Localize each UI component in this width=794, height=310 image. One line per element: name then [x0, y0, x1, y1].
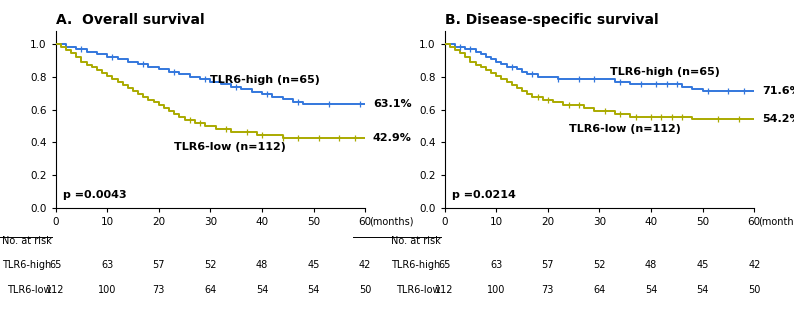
Text: 54: 54	[696, 285, 709, 295]
Text: B. Disease-specific survival: B. Disease-specific survival	[445, 13, 658, 27]
Text: TLR6-low: TLR6-low	[396, 285, 441, 295]
Text: 63: 63	[101, 260, 114, 270]
Text: p =0.0214: p =0.0214	[453, 189, 516, 200]
Text: p =0.0043: p =0.0043	[64, 189, 127, 200]
Text: TLR6-high (n=65): TLR6-high (n=65)	[610, 67, 719, 77]
Text: 52: 52	[204, 260, 217, 270]
Text: 71.6%: 71.6%	[762, 86, 794, 95]
Text: TLR6-high (n=65): TLR6-high (n=65)	[210, 75, 320, 85]
Text: No. at risk: No. at risk	[391, 236, 441, 246]
Text: TLR6-low (n=112): TLR6-low (n=112)	[569, 124, 680, 134]
Text: 100: 100	[98, 285, 117, 295]
Text: 112: 112	[46, 285, 65, 295]
Text: 48: 48	[645, 260, 657, 270]
Text: 42: 42	[359, 260, 372, 270]
Text: TLR6-low (n=112): TLR6-low (n=112)	[175, 142, 286, 152]
Text: 57: 57	[152, 260, 165, 270]
Text: TLR6-low: TLR6-low	[7, 285, 52, 295]
Text: 54: 54	[645, 285, 657, 295]
Text: 112: 112	[435, 285, 454, 295]
Text: 64: 64	[204, 285, 217, 295]
Text: 45: 45	[696, 260, 709, 270]
Text: 63.1%: 63.1%	[373, 100, 411, 109]
Text: 100: 100	[487, 285, 506, 295]
Text: (months): (months)	[369, 217, 414, 227]
Text: TLR6-high: TLR6-high	[391, 260, 441, 270]
Text: 57: 57	[542, 260, 554, 270]
Text: No. at risk: No. at risk	[2, 236, 52, 246]
Text: 54.2%: 54.2%	[762, 114, 794, 124]
Text: 73: 73	[152, 285, 165, 295]
Text: TLR6-high: TLR6-high	[2, 260, 52, 270]
Text: 54: 54	[256, 285, 268, 295]
Text: 65: 65	[438, 260, 451, 270]
Text: 50: 50	[748, 285, 761, 295]
Text: 42: 42	[748, 260, 761, 270]
Text: A.  Overall survival: A. Overall survival	[56, 13, 204, 27]
Text: 45: 45	[307, 260, 320, 270]
Text: 50: 50	[359, 285, 372, 295]
Text: 42.9%: 42.9%	[373, 132, 412, 143]
Text: (months): (months)	[758, 217, 794, 227]
Text: 65: 65	[49, 260, 62, 270]
Text: 63: 63	[490, 260, 503, 270]
Text: 48: 48	[256, 260, 268, 270]
Text: 64: 64	[593, 285, 606, 295]
Text: 73: 73	[542, 285, 554, 295]
Text: 52: 52	[593, 260, 606, 270]
Text: 54: 54	[307, 285, 320, 295]
